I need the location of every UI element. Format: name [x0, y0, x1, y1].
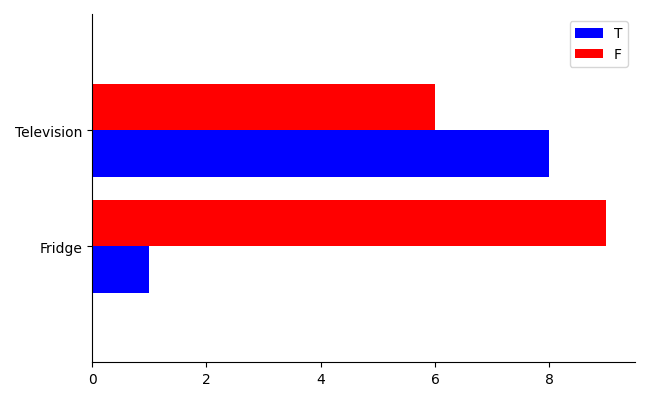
Bar	[92, 131, 549, 177]
Bar	[92, 247, 150, 293]
Bar	[92, 200, 606, 247]
Legend: T, F: T, F	[569, 22, 628, 68]
Bar	[92, 85, 435, 131]
